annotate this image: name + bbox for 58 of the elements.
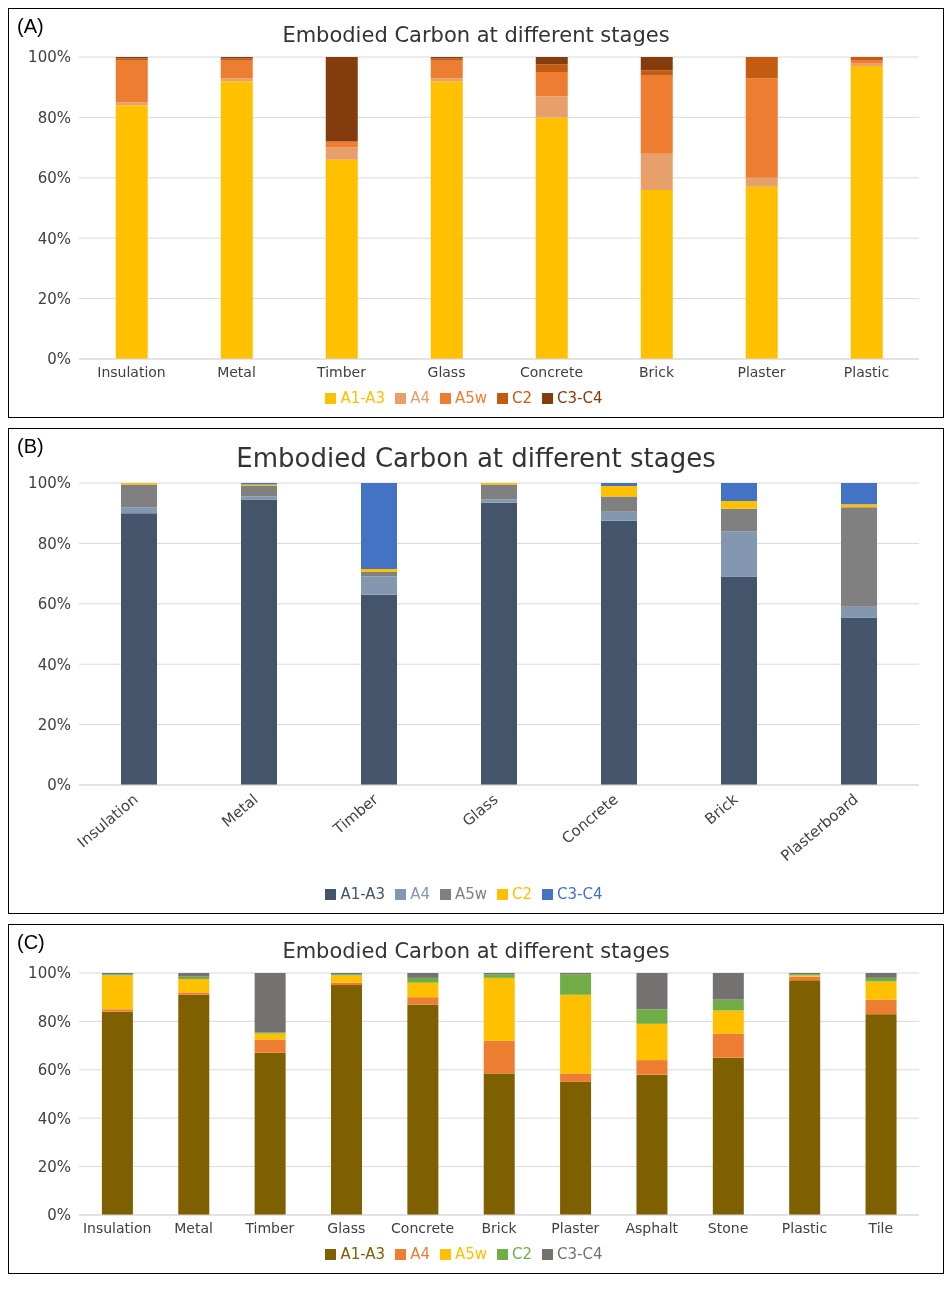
x-tick-label: Brick — [638, 363, 675, 380]
x-tick-label: Brick — [481, 1219, 518, 1236]
x-tick-label: Concrete — [519, 363, 584, 380]
y-tick-label: 60% — [37, 1061, 71, 1080]
x-tick-label: Metal — [217, 363, 256, 380]
legend-label: A1-A3 — [340, 885, 386, 903]
text: (A) — [17, 15, 44, 38]
y-tick-label: 0% — [47, 776, 71, 795]
x-tick-label: Timber — [316, 363, 367, 380]
legend-label: C3-C4 — [557, 1245, 603, 1263]
legend-label: A4 — [410, 885, 430, 903]
legend-label: A5w — [454, 389, 488, 407]
y-tick-label: 0% — [47, 350, 71, 369]
y-tick-label: 100% — [28, 964, 71, 983]
legend-label: C2 — [512, 885, 533, 903]
y-tick-label: 40% — [37, 229, 71, 248]
y-tick-label: 60% — [37, 595, 71, 614]
x-tick-label: Plastic — [843, 363, 890, 380]
y-tick-label: 40% — [37, 1109, 71, 1128]
text: (C) — [17, 931, 45, 954]
x-tick-label: Plaster — [737, 363, 786, 380]
legend-label: A5w — [454, 1245, 488, 1263]
legend-label: C2 — [512, 389, 533, 407]
chart-title: Embodied Carbon at different stages — [282, 23, 670, 47]
x-tick-label: Metal — [174, 1219, 213, 1236]
y-tick-label: 100% — [28, 48, 71, 67]
x-tick-label: Glass — [327, 1219, 366, 1236]
x-tick-label: Asphalt — [625, 1219, 679, 1236]
legend-label: A4 — [410, 389, 430, 407]
y-tick-label: 80% — [37, 108, 71, 127]
legend-label: A4 — [410, 1245, 430, 1263]
y-tick-label: 80% — [37, 534, 71, 553]
y-tick-label: 0% — [47, 1206, 71, 1225]
x-tick-label: Insulation — [82, 1219, 152, 1236]
legend-label: C3-C4 — [557, 885, 603, 903]
y-tick-label: 20% — [37, 1157, 71, 1176]
y-tick-label: 100% — [28, 474, 71, 493]
y-tick-label: 20% — [37, 715, 71, 734]
text: (B) — [17, 435, 44, 458]
x-tick-label: Plastic — [781, 1219, 828, 1236]
y-tick-label: 60% — [37, 169, 71, 188]
legend-label: C3-C4 — [557, 389, 603, 407]
legend-label: A5w — [454, 885, 488, 903]
x-tick-label: Timber — [244, 1219, 295, 1236]
x-tick-label: Concrete — [391, 1219, 455, 1236]
legend-label: A1-A3 — [340, 389, 386, 407]
legend-label: A1-A3 — [340, 1245, 386, 1263]
x-tick-label: Insulation — [97, 363, 166, 380]
x-tick-label: Plaster — [551, 1219, 600, 1236]
chart-title: Embodied Carbon at different stages — [282, 939, 670, 963]
chart-title: Embodied Carbon at different stages — [236, 443, 716, 473]
x-tick-label: Tile — [867, 1219, 894, 1236]
y-tick-label: 80% — [37, 1012, 71, 1031]
x-tick-label: Stone — [707, 1219, 749, 1236]
x-tick-label: Glass — [427, 363, 466, 380]
y-tick-label: 40% — [37, 655, 71, 674]
y-tick-label: 20% — [37, 289, 71, 308]
legend-label: C2 — [512, 1245, 533, 1263]
